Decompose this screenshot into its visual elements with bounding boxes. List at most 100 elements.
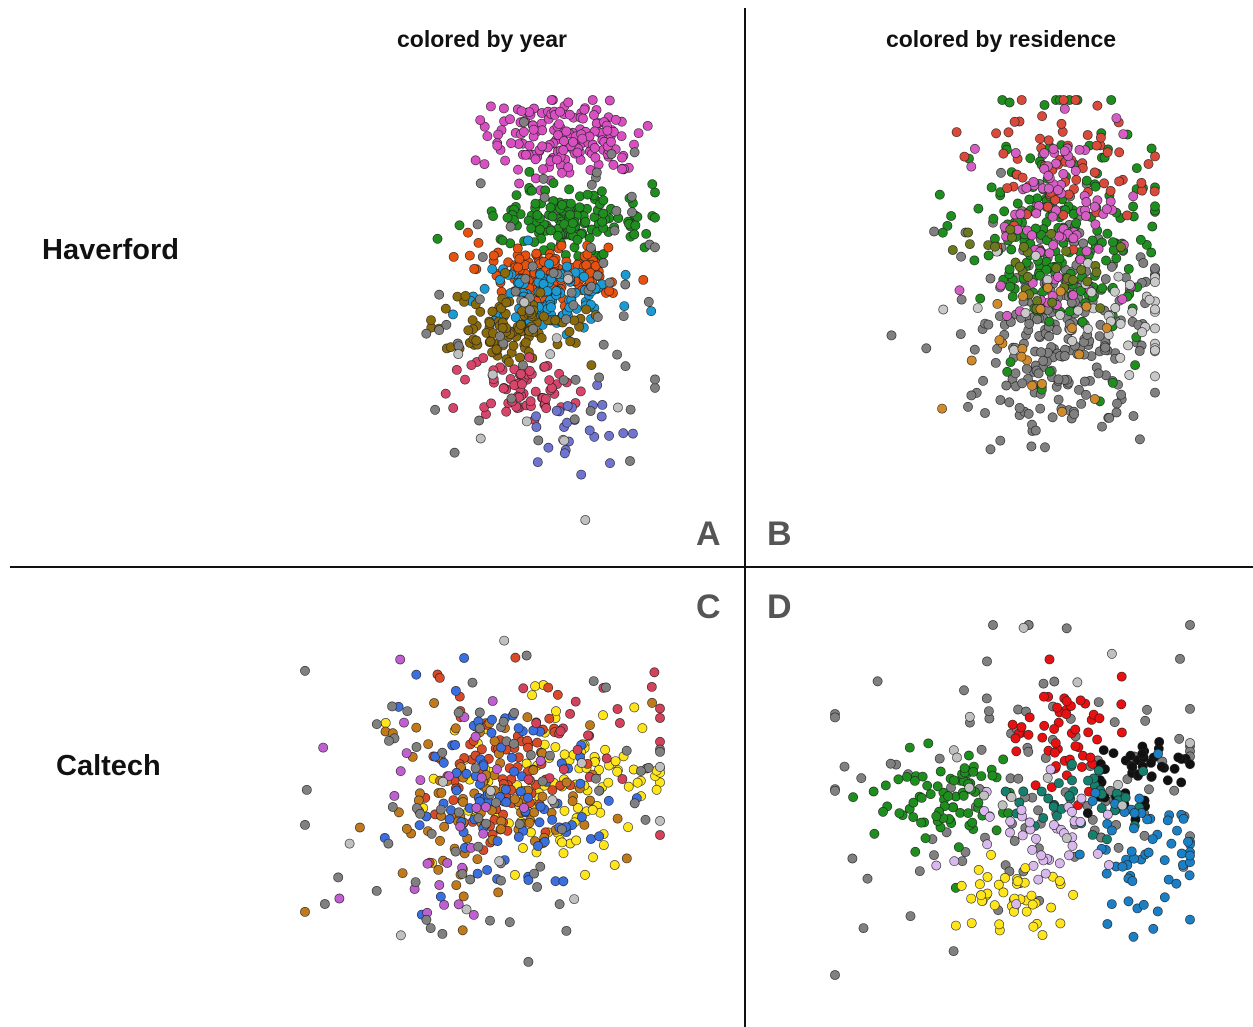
scatter-point-c-4 xyxy=(334,893,345,904)
scatter-point-a-7 xyxy=(620,361,631,372)
scatter-point-c-1 xyxy=(543,682,554,693)
scatter-point-c-4 xyxy=(453,899,464,910)
scatter-point-c-0 xyxy=(651,784,662,795)
scatter-point-d-1 xyxy=(869,828,880,839)
scatter-point-d-2 xyxy=(1077,762,1087,772)
scatter-point-a-1 xyxy=(572,234,583,245)
scatter-point-a-7 xyxy=(585,406,596,416)
scatter-point-b-2 xyxy=(998,148,1009,159)
scatter-point-b-0 xyxy=(985,273,996,284)
scatter-point-b-3 xyxy=(970,143,980,154)
scatter-point-c-0 xyxy=(588,852,598,863)
scatter-point-d-8 xyxy=(1042,772,1053,783)
scatter-point-a-4 xyxy=(569,315,580,326)
scatter-point-b-1 xyxy=(942,220,953,231)
scatter-point-b-0 xyxy=(1138,258,1149,268)
scatter-point-a-7 xyxy=(609,225,620,236)
scatter-point-c-4 xyxy=(415,775,426,785)
scatter-point-d-5 xyxy=(1171,878,1182,889)
scatter-point-b-5 xyxy=(1007,232,1017,243)
scatter-point-d-1 xyxy=(880,780,891,791)
scatter-point-c-0 xyxy=(629,702,640,713)
scatter-point-c-7 xyxy=(547,795,558,805)
scatter-point-a-1 xyxy=(547,211,558,222)
scatter-point-c-3 xyxy=(450,740,460,750)
scatter-point-b-5 xyxy=(1023,271,1033,282)
scatter-point-d-0 xyxy=(984,706,994,716)
scatter-point-b-2 xyxy=(1092,100,1103,111)
scatter-point-a-8 xyxy=(559,435,570,446)
scatter-point-d-3 xyxy=(1127,762,1138,772)
scatter-point-c-4 xyxy=(422,858,433,869)
scatter-point-a-7 xyxy=(592,270,603,281)
scatter-point-a-0 xyxy=(470,155,481,166)
scatter-point-b-0 xyxy=(1001,380,1012,391)
scatter-point-d-5 xyxy=(1153,748,1163,759)
scatter-point-b-0 xyxy=(1036,347,1046,358)
scatter-point-b-0 xyxy=(995,435,1006,446)
scatter-point-c-6 xyxy=(383,838,394,849)
scatter-point-c-6 xyxy=(535,861,546,872)
scatter-point-b-2 xyxy=(1009,116,1020,127)
panel-label-b: B xyxy=(767,515,792,553)
scatter-point-a-2 xyxy=(556,240,567,251)
scatter-point-b-5 xyxy=(1095,303,1106,314)
scatter-point-c-6 xyxy=(523,957,534,967)
scatter-point-c-2 xyxy=(439,821,450,832)
scatter-point-d-1 xyxy=(922,780,933,791)
scatter-point-a-0 xyxy=(564,109,575,120)
scatter-point-a-0 xyxy=(578,113,588,124)
scatter-point-c-3 xyxy=(533,841,543,851)
scatter-point-d-7 xyxy=(931,860,942,871)
scatter-point-c-4 xyxy=(519,802,529,813)
scatter-point-c-3 xyxy=(438,757,449,768)
scatter-point-b-2 xyxy=(1122,210,1132,221)
scatter-panel-c xyxy=(300,635,665,967)
scatter-point-a-4 xyxy=(491,344,502,355)
scatter-point-d-7 xyxy=(984,811,995,822)
scatter-point-b-0 xyxy=(1112,398,1122,409)
scatter-point-b-2 xyxy=(1043,201,1053,212)
scatter-point-a-7 xyxy=(441,319,452,330)
scatter-point-d-7 xyxy=(949,856,960,867)
scatter-point-c-0 xyxy=(530,681,540,692)
scatter-point-d-5 xyxy=(1074,849,1085,860)
scatter-point-c-6 xyxy=(300,665,310,676)
scatter-point-c-5 xyxy=(555,726,566,737)
scatter-point-b-0 xyxy=(1014,402,1025,413)
scatter-point-b-0 xyxy=(955,329,966,339)
scatter-point-c-3 xyxy=(547,815,558,825)
scatter-point-a-2 xyxy=(512,243,523,254)
scatter-point-b-3 xyxy=(995,280,1006,291)
scatter-point-d-1 xyxy=(953,842,964,853)
scatter-point-d-7 xyxy=(1064,850,1074,861)
scatter-point-a-0 xyxy=(616,131,627,141)
scatter-point-a-7 xyxy=(604,277,615,288)
scatter-point-d-1 xyxy=(910,846,921,857)
scatter-point-c-2 xyxy=(354,822,365,833)
scatter-point-b-3 xyxy=(1081,197,1092,207)
scatter-point-a-2 xyxy=(463,227,473,238)
scatter-point-c-4 xyxy=(395,766,406,777)
scatter-point-a-1 xyxy=(629,229,640,240)
scatter-point-c-3 xyxy=(450,686,461,696)
scatter-point-b-3 xyxy=(1043,170,1054,181)
scatter-point-d-4 xyxy=(1067,775,1077,786)
scatter-point-a-3 xyxy=(495,274,505,285)
scatter-point-a-5 xyxy=(530,386,541,397)
scatter-point-b-1 xyxy=(1012,198,1023,209)
scatter-point-a-1 xyxy=(535,224,545,235)
scatter-point-b-4 xyxy=(1127,306,1138,317)
scatter-point-b-5 xyxy=(963,227,973,238)
scatter-point-a-7 xyxy=(586,179,597,190)
scatter-point-a-0 xyxy=(519,126,529,137)
scatter-point-a-7 xyxy=(494,331,505,342)
scatter-point-d-0 xyxy=(1038,678,1049,689)
scatter-point-b-4 xyxy=(1073,305,1083,316)
scatter-point-c-3 xyxy=(506,752,517,763)
scatter-point-c-3 xyxy=(515,786,526,797)
scatter-point-a-7 xyxy=(475,178,486,189)
scatter-point-d-3 xyxy=(1137,749,1148,759)
scatter-point-c-6 xyxy=(521,650,532,661)
scatter-point-c-3 xyxy=(486,727,497,738)
